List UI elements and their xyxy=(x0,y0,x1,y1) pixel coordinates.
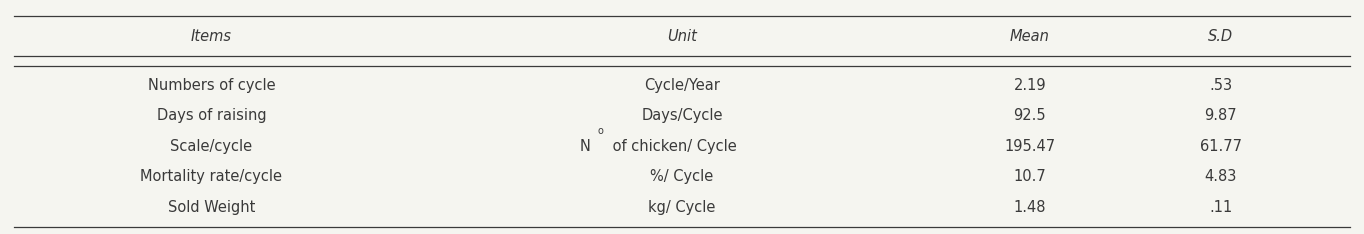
Text: 9.87: 9.87 xyxy=(1204,108,1237,123)
Text: Scale/cycle: Scale/cycle xyxy=(170,139,252,154)
Text: Unit: Unit xyxy=(667,29,697,44)
Text: Days/Cycle: Days/Cycle xyxy=(641,108,723,123)
Text: .11: .11 xyxy=(1209,200,1233,215)
Text: kg/ Cycle: kg/ Cycle xyxy=(648,200,716,215)
Text: Items: Items xyxy=(191,29,232,44)
Text: Days of raising: Days of raising xyxy=(157,108,266,123)
Text: 4.83: 4.83 xyxy=(1204,169,1237,184)
Text: Sold Weight: Sold Weight xyxy=(168,200,255,215)
Text: Numbers of cycle: Numbers of cycle xyxy=(147,78,276,93)
Text: 1.48: 1.48 xyxy=(1013,200,1046,215)
Text: 195.47: 195.47 xyxy=(1004,139,1056,154)
Text: 10.7: 10.7 xyxy=(1013,169,1046,184)
Text: of chicken/ Cycle: of chicken/ Cycle xyxy=(608,139,737,154)
Text: Cycle/Year: Cycle/Year xyxy=(644,78,720,93)
Text: S.D: S.D xyxy=(1209,29,1233,44)
Text: N: N xyxy=(580,139,591,154)
Text: %/ Cycle: %/ Cycle xyxy=(651,169,713,184)
Text: Mortality rate/cycle: Mortality rate/cycle xyxy=(140,169,282,184)
Text: 61.77: 61.77 xyxy=(1200,139,1241,154)
Text: .53: .53 xyxy=(1210,78,1232,93)
Text: 92.5: 92.5 xyxy=(1013,108,1046,123)
Text: o: o xyxy=(597,126,603,136)
Text: Mean: Mean xyxy=(1009,29,1050,44)
Text: 2.19: 2.19 xyxy=(1013,78,1046,93)
